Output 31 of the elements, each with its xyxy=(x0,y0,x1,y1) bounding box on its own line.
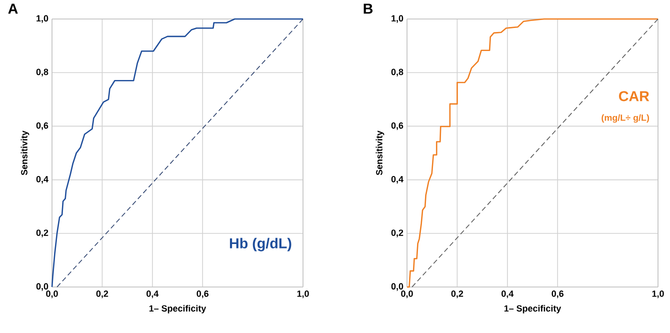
y-tick-label: 0,6 xyxy=(391,122,404,130)
x-tick-label: 0,2 xyxy=(96,290,108,298)
chart-title: B xyxy=(364,4,373,14)
x-tick-label: 0,4 xyxy=(502,290,514,298)
y-tick-label: 0,4 xyxy=(36,176,48,184)
y-tick-label: 0,2 xyxy=(36,230,48,238)
y-tick-label: 0,8 xyxy=(391,68,404,76)
y-axis-title: Sensitivity xyxy=(20,130,30,176)
x-tick-label: 0,0 xyxy=(401,290,413,298)
y-tick-label: 1,0 xyxy=(392,15,404,23)
x-tick-label: 0,6 xyxy=(196,290,209,298)
x-tick-label: 0,4 xyxy=(146,290,159,298)
x-axis-title: 1– Specificity xyxy=(149,305,206,314)
x-tick-label: 0,0 xyxy=(46,290,58,298)
text: CAR xyxy=(618,91,650,102)
y-tick-label: 0,0 xyxy=(36,283,48,291)
y-tick-label: 0,0 xyxy=(391,283,404,291)
y-tick-label: 1,0 xyxy=(36,15,48,23)
y-tick-label: 0,4 xyxy=(391,176,404,184)
y-tick-label: 0,8 xyxy=(36,68,48,76)
y-axis-title: Sensitivity xyxy=(376,130,384,176)
annotation: (mg/L÷ g/L) xyxy=(602,114,650,123)
x-tick-label: 1,0 xyxy=(652,290,664,298)
x-tick-label: 0,6 xyxy=(552,290,564,298)
y-tick-label: 0,6 xyxy=(36,122,48,130)
x-tick-label: 1,0 xyxy=(297,290,309,298)
chart-title: A xyxy=(8,4,18,14)
x-tick-label: 0,2 xyxy=(451,290,464,298)
x-axis-title: 1– Specificity xyxy=(504,305,562,314)
y-tick-label: 0,2 xyxy=(391,230,404,238)
text: Hb (g/dL) xyxy=(230,238,292,252)
